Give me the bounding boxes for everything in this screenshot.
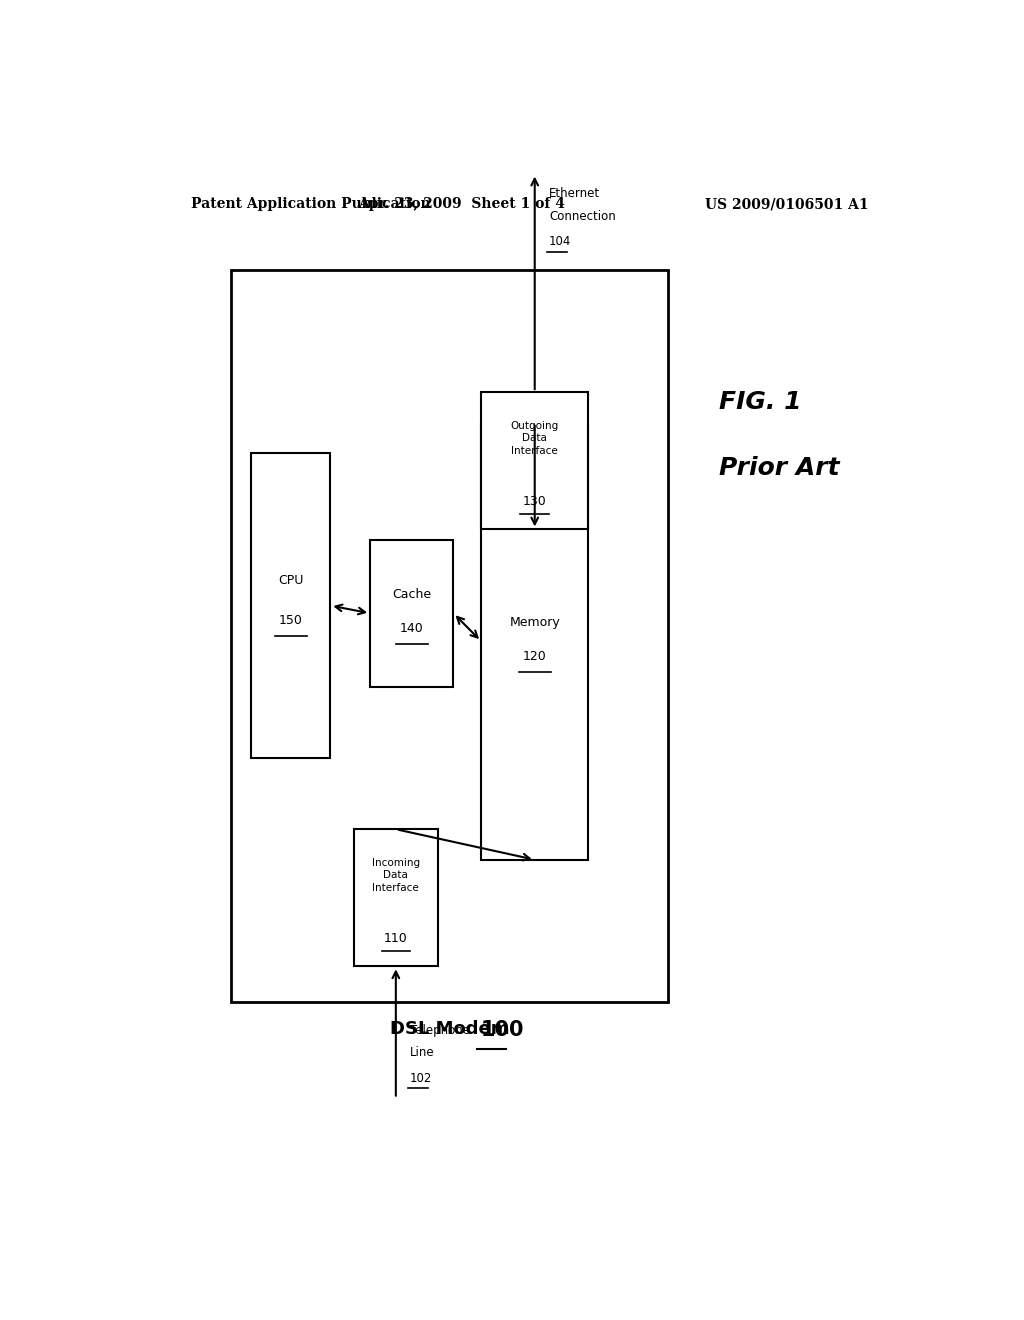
Text: Memory: Memory — [509, 616, 560, 630]
Text: DSL Modem: DSL Modem — [390, 1020, 509, 1039]
Text: 140: 140 — [399, 622, 424, 635]
Bar — [481, 422, 589, 859]
Bar — [354, 829, 437, 966]
Text: Ethernet: Ethernet — [549, 187, 600, 201]
Text: Outgoing
Data
Interface: Outgoing Data Interface — [511, 421, 559, 455]
Text: 100: 100 — [481, 1020, 524, 1040]
Text: 150: 150 — [279, 614, 303, 627]
Text: Patent Application Publication: Patent Application Publication — [191, 197, 431, 211]
Text: 130: 130 — [523, 495, 547, 508]
Text: US 2009/0106501 A1: US 2009/0106501 A1 — [705, 197, 868, 211]
Text: Incoming
Data
Interface: Incoming Data Interface — [372, 858, 420, 892]
Text: FIG. 1: FIG. 1 — [719, 391, 802, 414]
Text: Prior Art: Prior Art — [719, 457, 840, 480]
Bar — [481, 392, 589, 529]
Text: Apr. 23, 2009  Sheet 1 of 4: Apr. 23, 2009 Sheet 1 of 4 — [357, 197, 565, 211]
Text: CPU: CPU — [278, 574, 303, 586]
Text: Connection: Connection — [549, 210, 615, 223]
Text: 110: 110 — [384, 932, 408, 945]
Text: Cache: Cache — [392, 589, 431, 602]
Bar — [231, 271, 668, 1002]
Text: 120: 120 — [523, 649, 547, 663]
Text: Telephone: Telephone — [411, 1024, 470, 1038]
Bar — [251, 453, 331, 758]
Text: 104: 104 — [549, 235, 571, 248]
Text: 102: 102 — [411, 1072, 432, 1085]
Text: Line: Line — [411, 1047, 435, 1060]
Bar — [370, 540, 454, 686]
